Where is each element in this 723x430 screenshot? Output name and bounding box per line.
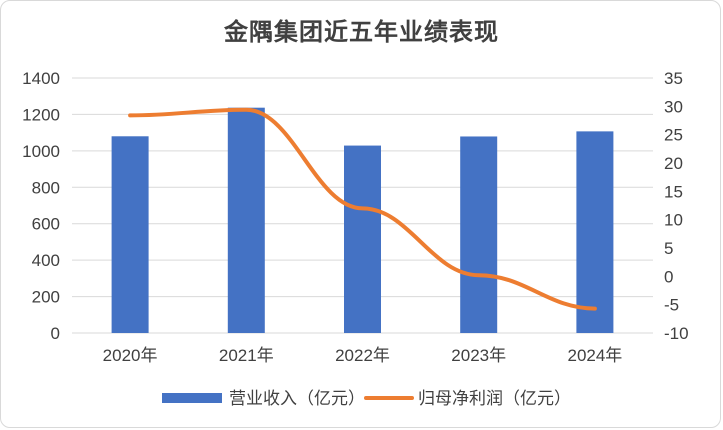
right-axis-tick-label: 10 [664,211,683,230]
x-axis-tick-label: 2020年 [103,346,158,365]
left-axis-tick-label: 1000 [22,142,60,161]
right-axis-tick-label: 30 [664,97,683,116]
right-axis-ticks: -10 -5 0 5 10 15 20 25 30 35 [664,69,689,343]
right-axis-tick-label: -5 [664,296,679,315]
left-axis-tick-label: 800 [32,178,60,197]
bar [460,136,498,333]
chart-title: 金隅集团近五年业绩表现 [224,18,499,46]
left-axis-tick-label: 400 [32,251,60,270]
right-axis-tick-label: 35 [664,69,683,88]
bar [344,145,381,333]
left-axis-ticks: 0 200 400 600 800 1000 1200 1400 [22,69,60,343]
line-point [128,113,132,117]
left-axis-tick-label: 600 [32,215,60,234]
right-axis-tick-label: 25 [664,126,683,145]
right-axis-tick-label: 15 [664,182,683,201]
left-axis-tick-label: 1200 [22,105,60,124]
line-series [128,107,597,311]
left-axis-tick-label: 0 [51,324,60,343]
left-axis-tick-label: 200 [32,288,60,307]
x-axis-tick-label: 2021年 [219,346,274,365]
x-axis-ticks: 2020年 2021年 2022年 2023年 2024年 [103,346,623,365]
right-axis-tick-label: -10 [664,324,689,343]
right-axis-tick-label: 5 [664,239,673,258]
x-axis-tick-label: 2024年 [567,346,622,365]
legend-bar-swatch [162,393,222,403]
x-axis-tick-label: 2023年 [451,346,506,365]
bar-series [111,107,614,333]
bar [576,131,614,333]
right-axis-tick-label: 20 [664,154,683,173]
line-point [361,206,364,210]
right-axis-tick-label: 0 [664,267,673,286]
bar [111,136,149,333]
legend-label-revenue: 营业收入（亿元） [229,389,365,408]
line-point [593,307,597,311]
legend-label-profit: 归母净利润（亿元） [418,389,571,408]
legend: 营业收入（亿元） 归母净利润（亿元） [162,389,571,408]
x-axis-tick-label: 2022年 [335,346,390,365]
line-point [244,108,248,112]
line-point [477,273,481,277]
left-axis-tick-label: 1400 [22,69,60,88]
bar [227,107,265,333]
